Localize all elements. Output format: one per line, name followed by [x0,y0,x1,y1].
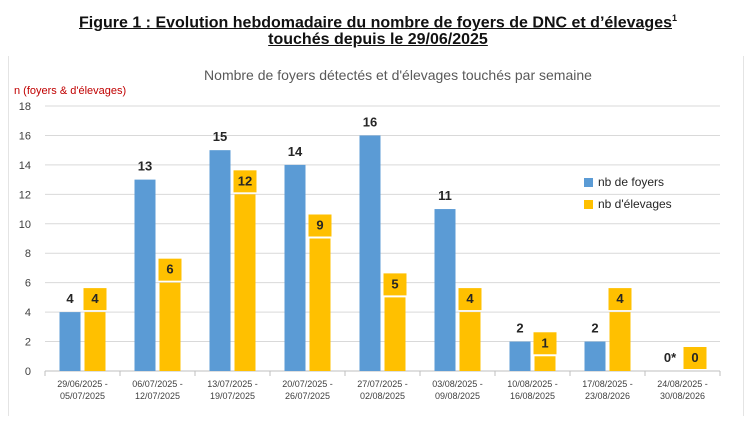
bar-elevages [159,282,181,371]
data-label-elevages: 5 [391,276,398,291]
x-category-label-start: 10/08/2025 - [507,379,558,389]
figure-title-footnote-mark: 1 [672,13,678,23]
x-category-label-start: 27/07/2025 - [357,379,408,389]
bar-foyers [584,341,606,371]
y-tick-label: 8 [25,248,31,260]
y-tick-label: 10 [19,219,31,231]
y-tick-label: 14 [19,160,31,172]
x-category-label-end: 09/08/2025 [435,391,480,401]
data-label-elevages: 4 [466,291,474,306]
x-category-label-end: 19/07/2025 [210,391,255,401]
legend: nb de foyers nb d'élevages [584,175,672,211]
bar-elevages [384,297,406,371]
x-category-label-start: 03/08/2025 - [432,379,483,389]
bar-elevages [534,356,556,371]
figure-title-text: Figure 1 : Evolution hebdomadaire du nom… [78,14,672,32]
y-tick-label: 16 [19,130,31,142]
figure-title-text-line2: touchés depuis le 29/06/2025 [268,31,488,48]
bar-elevages [234,194,256,371]
x-category-label-end: 12/07/2025 [135,391,180,401]
y-tick-labels: 0 2 4 6 8 10 12 14 16 18 [19,101,31,378]
data-label-foyers: 16 [363,114,377,129]
x-category-label-end: 26/07/2025 [285,391,330,401]
bar-foyers [209,150,231,371]
data-label-elevages: 6 [166,262,173,277]
x-category-label-start: 13/07/2025 - [207,379,258,389]
bar-elevages [84,312,106,371]
chart-title: Nombre de foyers détectés et d'élevages … [204,67,592,83]
y-axis-label: n (foyers & d'élevages) [14,85,126,97]
y-tick-label: 18 [19,101,31,113]
x-category-label-start: 24/08/2025 - [657,379,708,389]
figure-title-line2: touchés depuis le 29/06/2025 [0,30,756,50]
data-label-box [308,214,332,237]
bar-foyers [284,164,306,371]
data-label-box [158,258,182,281]
bar-foyers [509,341,531,371]
legend-swatch [584,200,593,209]
x-category-label-end: 02/08/2025 [360,391,405,401]
data-label-foyers: 4 [66,291,74,306]
data-label-foyers: 13 [138,159,152,174]
gridlines [44,105,721,376]
data-label-foyers: 0* [664,350,677,365]
data-label-foyers: 14 [288,144,303,159]
x-category-labels: 29/06/2025 - 05/07/2025 06/07/2025 - 12/07/… [57,379,708,401]
x-category-label-end: 16/08/2025 [510,391,555,401]
y-tick-label: 6 [25,278,31,290]
bar-foyers [59,312,81,371]
data-label-foyers: 11 [438,188,452,203]
data-label-box [233,170,257,193]
legend-label: nb de foyers [598,175,664,189]
data-label-elevages: 4 [616,291,624,306]
y-tick-label: 2 [25,337,31,349]
data-label-elevages: 0 [691,350,698,365]
data-label-foyers: 2 [516,321,523,336]
bar-elevages [459,312,481,371]
y-tick-label: 0 [25,366,31,378]
data-label-elevages: 1 [541,335,548,350]
data-label-foyers: 15 [213,129,227,144]
data-label-foyers: 2 [591,321,598,336]
bar-foyers [359,135,381,371]
bar-foyers [134,179,156,371]
x-category-label-start: 29/06/2025 - [57,379,108,389]
figure-title-line1: Figure 1 : Evolution hebdomadaire du nom… [0,8,756,33]
data-label-box [683,347,707,369]
x-category-label-end: 23/08/2026 [585,391,630,401]
x-category-label-end: 30/08/2026 [660,391,705,401]
bars [59,135,631,371]
data-label-box [533,332,557,355]
data-label-elevages: 9 [316,218,323,233]
data-label-box [83,288,107,311]
data-label-box [458,288,482,311]
x-category-label-end: 05/07/2025 [60,391,105,401]
x-category-label-start: 20/07/2025 - [282,379,333,389]
bar-elevages [609,312,631,371]
chart-frame [8,56,744,416]
y-tick-label: 4 [25,307,31,319]
x-category-label-start: 06/07/2025 - [132,379,183,389]
data-label-box [608,288,632,311]
y-tick-label: 12 [19,189,31,201]
data-label-box [383,273,407,296]
legend-swatch [584,178,593,187]
legend-label: nb d'élevages [598,197,672,211]
bar-elevages [309,238,331,371]
data-label-elevages: 12 [238,173,252,188]
bar-foyers [434,209,456,371]
data-label-elevages: 4 [91,291,99,306]
x-category-label-start: 17/08/2025 - [582,379,633,389]
